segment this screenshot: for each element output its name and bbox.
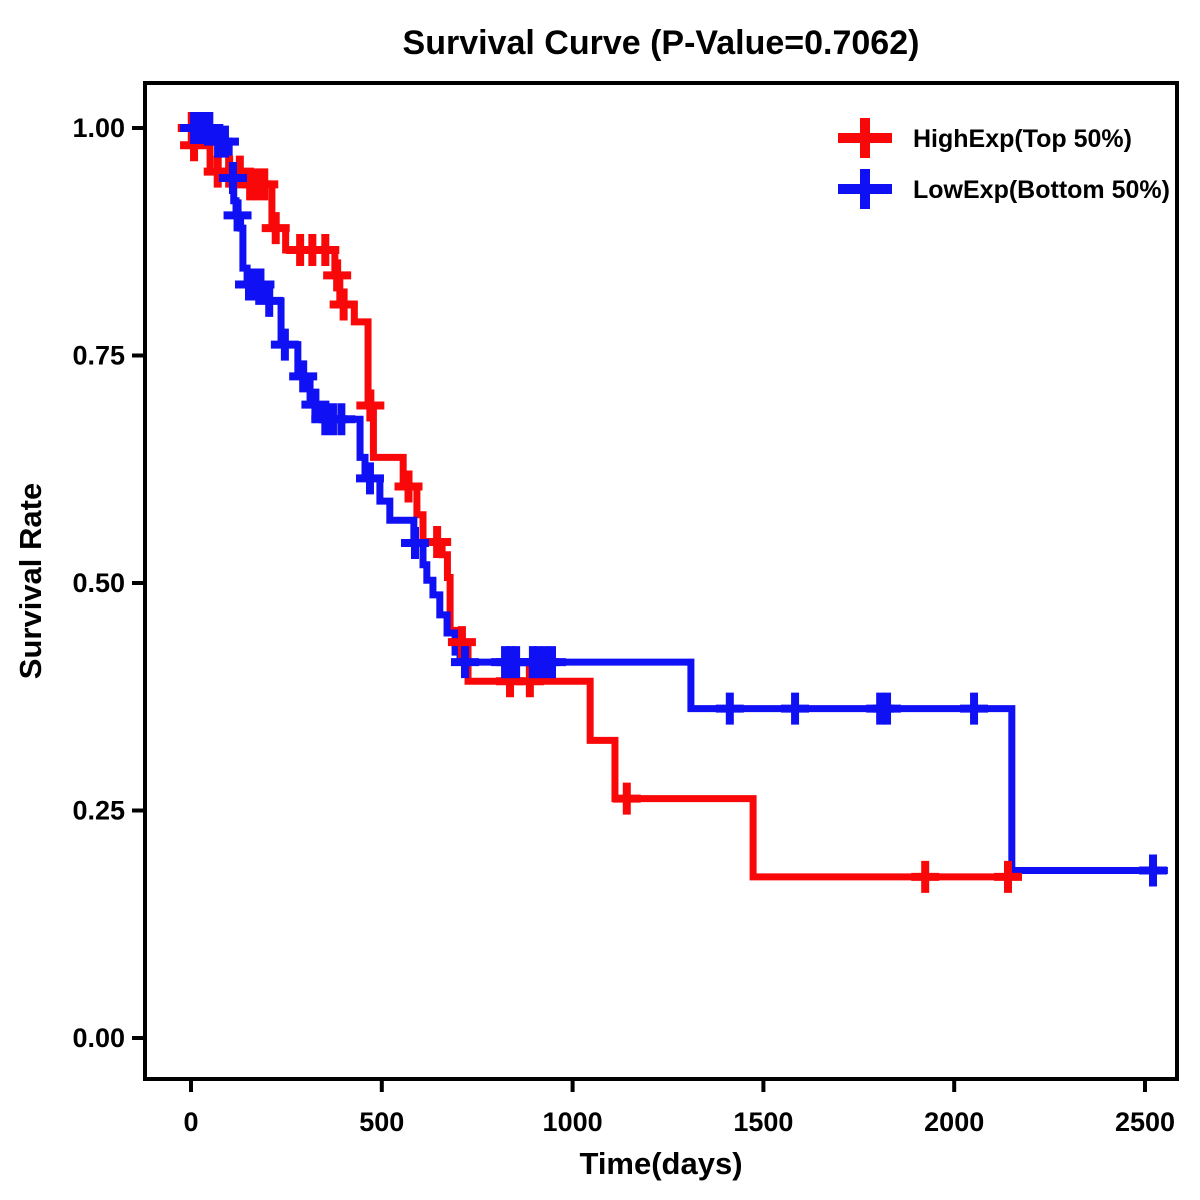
censor-plus-icon [537,646,566,679]
censor-plus-icon [911,860,940,893]
survival-curve-lowexp [191,124,1168,875]
censor-plus-icon [1139,854,1168,887]
censor-plus-icon [960,692,989,725]
censor-plus-icon [255,284,284,317]
y-tick-label: 0.25 [72,796,125,826]
censor-plus-icon [329,288,358,321]
censor-plus-icon [223,199,252,232]
panel-border [143,81,1179,1081]
censor-plus-icon [873,692,902,725]
legend-label-lowexp: LowExp(Bottom 50%) [913,176,1170,204]
censor-plus-icon [612,782,641,815]
high-exp-plus-icon [838,118,892,158]
y-tick-label: 0.75 [72,341,125,371]
censor-marks [177,112,1168,893]
censor-plus-icon [327,403,356,436]
censor-plus-icon [715,692,744,725]
censor-plus-icon [400,526,429,559]
x-axis-ticks: 0 500 1000 1500 2000 2500 [183,1079,1175,1137]
censor-plus-icon [356,389,385,422]
legend-plus-glyph [838,169,892,209]
censor-plus-icon [781,692,810,725]
legend-label-highexp: HighExp(Top 50%) [913,125,1132,153]
x-tick-label: 1000 [543,1107,603,1137]
censor-plus-icon [355,462,384,495]
censor-plus-icon [210,125,239,158]
censor-plus-icon [261,212,290,245]
y-tick-label: 0.00 [72,1023,125,1053]
plot-title: Survival Curve (P-Value=0.7062) [403,24,920,62]
x-tick-label: 0 [183,1107,198,1137]
censor-plus-icon [270,328,299,361]
x-tick-label: 500 [359,1107,404,1137]
x-tick-label: 1500 [733,1107,793,1137]
censor-plus-icon [218,162,247,195]
y-tick-label: 1.00 [72,113,125,143]
censor-plus-icon [246,268,275,301]
y-axis-title: Survival Rate [13,483,48,679]
y-tick-label: 0.50 [72,568,125,598]
x-tick-label: 2000 [924,1107,984,1137]
censor-plus-icon [394,470,423,503]
censor-plus-icon [323,259,352,292]
censor-plus-icon [994,860,1023,893]
censor-plus-icon [450,646,479,679]
x-axis-title: Time(days) [579,1146,742,1181]
y-axis-ticks: 0.00 0.25 0.50 0.75 1.00 [72,113,145,1053]
legend-plus-glyph [838,118,892,158]
legend: HighExp(Top 50%) LowExp(Bottom 50%) [838,118,1170,209]
censor-plus-icon [311,233,340,266]
x-tick-label: 2500 [1115,1107,1175,1137]
censor-plus-icon [289,360,318,393]
low-exp-plus-icon [838,169,892,209]
censor-plus-icon [250,168,279,201]
survival-curves [191,124,1168,881]
